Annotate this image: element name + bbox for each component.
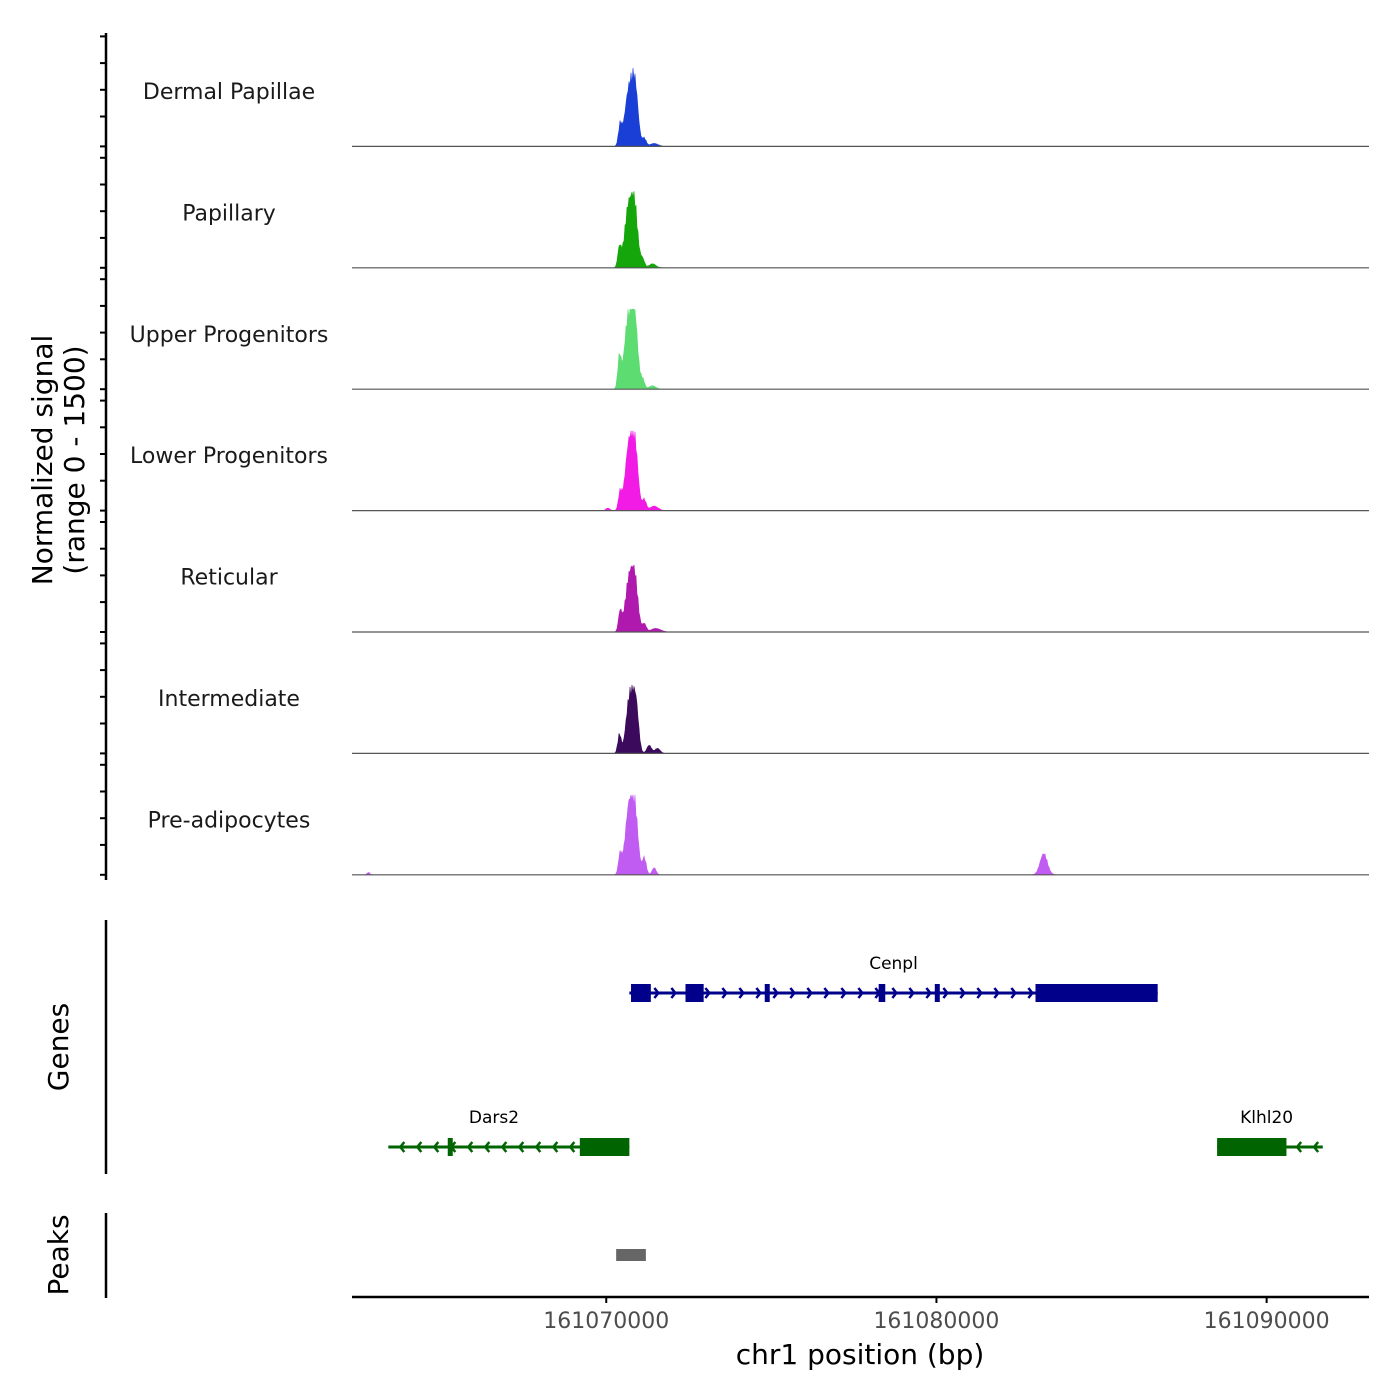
strand-arrow	[1295, 1141, 1303, 1153]
strand-arrow	[721, 987, 728, 999]
genes-panel-title: Genes	[42, 1003, 75, 1091]
strand-arrow	[670, 987, 677, 999]
strand-arrow	[432, 1141, 440, 1153]
exon	[934, 984, 940, 1002]
peak-region	[616, 1249, 646, 1261]
strand-arrow	[942, 987, 949, 999]
exon	[631, 984, 651, 1002]
gene-annotations: Cenpl Dars2 Klhl20	[388, 954, 1323, 1156]
strand-arrow	[398, 1141, 406, 1153]
signal-area	[352, 68, 1369, 147]
y-axis-title: Normalized signal (range 0 - 1500)	[26, 335, 91, 586]
exon	[685, 984, 704, 1002]
strand-arrow	[789, 987, 796, 999]
strand-arrow	[568, 1141, 576, 1153]
x-tick-label: 161070000	[543, 1309, 669, 1334]
strand-arrow	[857, 987, 864, 999]
gene-klhl20: Klhl20	[1217, 1108, 1323, 1156]
signal-area	[352, 191, 1369, 269]
strand-arrow	[925, 987, 932, 999]
y-axis-title-line2: (range 0 - 1500)	[58, 345, 91, 574]
track-label: Papillary	[182, 201, 276, 226]
gene-dars2: Dars2	[388, 1108, 630, 1156]
strand-arrow	[415, 1141, 423, 1153]
strand-arrow	[993, 987, 1000, 999]
strand-arrow	[704, 987, 711, 999]
exon	[1035, 984, 1158, 1002]
strand-arrow	[466, 1141, 474, 1153]
signal-tracks	[352, 68, 1369, 876]
strand-arrow	[1027, 987, 1034, 999]
exon	[764, 984, 770, 1002]
signal-area	[352, 684, 1369, 754]
track-label: Dermal Papillae	[143, 80, 315, 105]
y-axis-title-line1: Normalized signal	[26, 335, 59, 586]
strand-arrow	[891, 987, 898, 999]
signal-area	[352, 794, 1369, 876]
signal-y-axis-ticks	[100, 35, 106, 876]
track-labels: Dermal Papillae Papillary Upper Progenitor…	[130, 80, 329, 833]
strand-arrow	[840, 987, 847, 999]
x-tick-label: 161090000	[1204, 1309, 1330, 1334]
strand-arrow	[738, 987, 745, 999]
strand-arrow	[517, 1141, 525, 1153]
gene-label: Klhl20	[1240, 1108, 1293, 1128]
x-axis-title: chr1 position (bp)	[736, 1338, 985, 1371]
track-label: Upper Progenitors	[130, 323, 329, 348]
track-label: Pre-adipocytes	[148, 808, 311, 833]
strand-arrow	[755, 987, 762, 999]
strand-arrow	[772, 987, 779, 999]
peaks-panel-title: Peaks	[42, 1214, 75, 1295]
strand-arrow	[959, 987, 966, 999]
exon	[878, 984, 886, 1002]
strand-arrow	[1010, 987, 1017, 999]
strand-arrow	[806, 987, 813, 999]
strand-arrow	[823, 987, 830, 999]
strand-arrow	[908, 987, 915, 999]
exon	[447, 1138, 453, 1156]
strand-arrow	[500, 1141, 508, 1153]
x-tick-label: 161080000	[873, 1309, 999, 1334]
x-axis-ticks: 161070000 161080000 161090000	[543, 1297, 1330, 1334]
gene-label: Cenpl	[869, 954, 918, 974]
exon	[579, 1138, 630, 1156]
signal-area	[352, 564, 1369, 633]
signal-area	[352, 308, 1369, 390]
strand-arrow	[534, 1141, 542, 1153]
signal-area	[352, 430, 1369, 511]
track-label: Lower Progenitors	[130, 444, 328, 469]
exon	[1217, 1138, 1287, 1156]
track-label: Intermediate	[158, 687, 300, 712]
gene-cenpl: Cenpl	[629, 954, 1158, 1002]
peak-regions	[616, 1249, 646, 1261]
gene-label: Dars2	[469, 1108, 519, 1128]
strand-arrow	[976, 987, 983, 999]
track-label: Reticular	[180, 566, 278, 591]
strand-arrow	[653, 987, 660, 999]
strand-arrow	[1312, 1141, 1320, 1153]
strand-arrow	[551, 1141, 559, 1153]
strand-arrow	[483, 1141, 491, 1153]
